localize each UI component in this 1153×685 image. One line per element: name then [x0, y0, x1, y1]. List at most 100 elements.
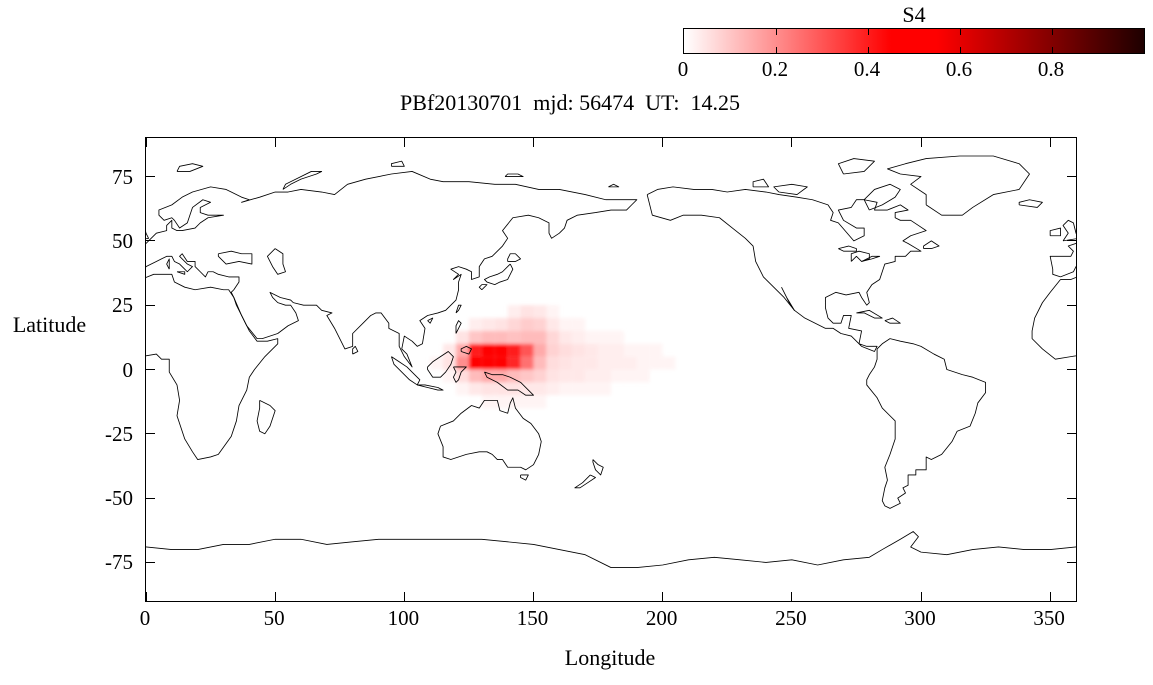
coastline-kyushu	[479, 285, 487, 290]
coastline-sardinia_corsica	[167, 259, 170, 269]
heat-cell	[585, 356, 599, 370]
coastline-ireland	[1050, 228, 1060, 236]
coastline-new_siberian_islands	[505, 174, 523, 177]
heat-cell	[649, 356, 663, 370]
heat-cell	[598, 356, 611, 370]
x-axis-tick	[920, 592, 922, 601]
y-axis-tick	[1067, 433, 1076, 435]
heat-cell	[520, 343, 534, 357]
heat-cell	[546, 305, 560, 319]
coastline-newfoundland	[924, 241, 940, 249]
x-axis-tick	[1049, 138, 1051, 147]
heat-cell	[443, 343, 456, 357]
coastline-lake_michigan_huron	[851, 251, 869, 261]
heat-cell	[533, 330, 547, 344]
heat-cell	[507, 343, 521, 357]
heat-cell	[611, 343, 624, 357]
coastline-new_guinea	[484, 372, 533, 395]
colorbar-tick	[867, 47, 869, 53]
y-axis-tick	[146, 176, 155, 178]
coastline-sicily	[177, 272, 185, 275]
coastline-eurasia	[146, 171, 637, 366]
heat-cell	[623, 369, 637, 383]
heat-cell	[468, 343, 482, 357]
heat-cell	[533, 318, 547, 331]
colorbar-tick-label: 0.6	[945, 57, 973, 81]
x-axis-tick	[274, 138, 276, 147]
coastline-nz_south	[575, 475, 596, 488]
heat-cell	[611, 356, 624, 370]
coastline-antarctica	[611, 532, 1076, 568]
x-axis-tick	[791, 592, 793, 601]
colorbar-tick-label: 0.8	[1037, 57, 1065, 81]
coastline-uk	[146, 220, 149, 241]
coastline-severnaya_zemlya	[391, 161, 404, 166]
heat-cell	[546, 369, 560, 383]
coastline-north_america	[647, 187, 926, 352]
coastline-novaya_zemlya	[283, 171, 322, 189]
heat-cell	[430, 356, 444, 370]
heat-cell	[546, 330, 560, 344]
y-axis-tick	[1067, 369, 1076, 370]
colorbar-tick	[959, 47, 961, 53]
heat-cell	[623, 343, 637, 357]
heat-cell	[649, 343, 663, 357]
coastline-hokkaido	[508, 254, 521, 262]
x-axis-tick	[403, 138, 405, 147]
coastline-greenland	[887, 156, 1029, 215]
heat-cell	[533, 382, 547, 396]
colorbar	[683, 28, 1145, 54]
coastline-madagascar	[257, 400, 275, 433]
heat-cell	[468, 356, 482, 370]
heat-cell	[456, 330, 469, 344]
heat-cell	[456, 356, 469, 370]
x-tick-label: 300	[904, 606, 936, 630]
coastline-tasmania	[521, 475, 529, 480]
heat-cell	[611, 369, 624, 383]
colorbar-tick	[775, 29, 777, 35]
heat-cell	[533, 305, 547, 319]
heat-cell	[520, 318, 534, 331]
heat-cell	[520, 330, 534, 344]
coastline-baja_california	[782, 287, 795, 310]
coastline-lake_superior	[838, 246, 856, 251]
heat-cell	[636, 369, 650, 383]
heat-cell	[636, 343, 650, 357]
heat-cell	[507, 382, 521, 396]
plot-area	[145, 137, 1077, 602]
x-axis-tick	[662, 592, 664, 601]
y-tick-label: -25	[105, 421, 133, 446]
y-tick-label: 25	[112, 293, 133, 318]
y-tick-label: 0	[122, 357, 134, 382]
coastline-sri_lanka	[353, 346, 358, 354]
x-axis-tick	[403, 592, 405, 601]
heat-cell	[546, 356, 560, 370]
x-tick-label: 150	[516, 606, 549, 630]
colorbar-tick	[775, 47, 777, 53]
x-axis-tick	[145, 592, 147, 601]
heat-cell	[572, 369, 586, 383]
x-tick-label: 350	[1033, 606, 1065, 630]
y-tick-label: -75	[105, 550, 133, 575]
heat-cell	[572, 318, 586, 331]
heat-cell	[520, 305, 534, 319]
heat-cell	[533, 343, 547, 357]
x-tick-label: 100	[387, 606, 420, 630]
heat-cell	[481, 343, 495, 357]
coastline-hispaniola	[885, 318, 901, 323]
heat-cell	[559, 369, 573, 383]
colorbar-tick	[867, 29, 869, 35]
coastline-cuba	[856, 310, 882, 318]
colorbar-tick-labels: 0 0.2 0.4 0.6 0.8	[678, 57, 1145, 83]
heat-cell	[494, 343, 508, 357]
x-tick-label: 50	[263, 606, 285, 630]
y-axis-tick	[1067, 240, 1076, 242]
y-axis-label: Latitude	[12, 312, 87, 337]
coastline-borneo	[428, 351, 454, 377]
heat-cell	[662, 356, 676, 370]
x-axis-tick	[145, 138, 147, 147]
heat-cell	[585, 343, 599, 357]
heat-cell	[468, 330, 482, 344]
coastline-hainan	[428, 318, 433, 323]
heat-cell	[494, 369, 508, 383]
